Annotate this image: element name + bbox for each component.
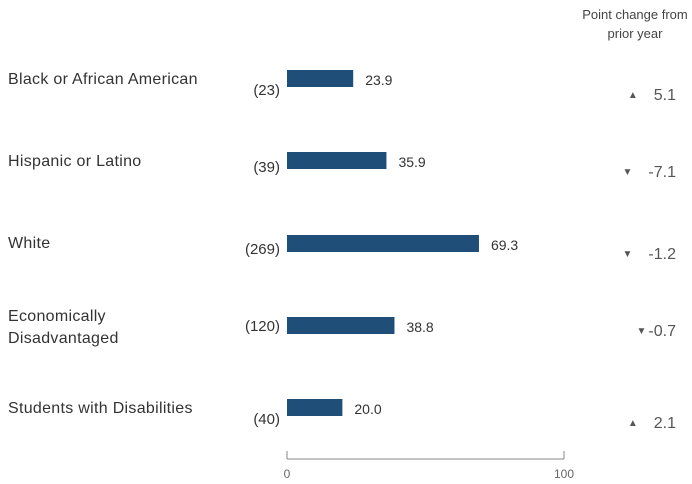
bar bbox=[287, 235, 479, 252]
count-label: (40) bbox=[253, 411, 280, 428]
count-label: (39) bbox=[253, 159, 280, 176]
count-label: (269) bbox=[244, 241, 280, 258]
point-change-header: Point change from prior year bbox=[582, 7, 688, 41]
category-label: Hispanic or Latino bbox=[8, 153, 142, 170]
category-label: Economically Disadvantaged bbox=[8, 308, 119, 347]
x-tick-label: 100 bbox=[553, 467, 575, 481]
count-label: (23) bbox=[253, 82, 280, 99]
triangle-down-icon: ▼ bbox=[636, 326, 647, 337]
bar bbox=[287, 152, 387, 169]
point-change-cell: ▼ -1.2 bbox=[586, 245, 676, 265]
bar bbox=[287, 317, 395, 334]
point-change-value: 2.1 bbox=[653, 415, 676, 432]
point-change-value: -7.1 bbox=[648, 164, 676, 181]
value-label: 20.0 bbox=[354, 401, 382, 417]
bar bbox=[287, 399, 343, 416]
point-change-value: -1.2 bbox=[648, 246, 676, 263]
point-change-cell: ▼ -0.7 bbox=[586, 322, 676, 342]
point-change-value: -0.7 bbox=[648, 323, 676, 340]
point-change-cell: ▲ 2.1 bbox=[586, 414, 676, 434]
triangle-down-icon: ▼ bbox=[622, 167, 633, 178]
value-label: 38.8 bbox=[406, 319, 434, 335]
count-label: (120) bbox=[244, 318, 280, 335]
value-label: 23.9 bbox=[365, 72, 393, 88]
x-tick-label: 0 bbox=[283, 467, 291, 481]
category-label: White bbox=[8, 235, 51, 252]
value-label: 69.3 bbox=[490, 237, 519, 253]
point-change-value: 5.1 bbox=[653, 87, 676, 104]
point-change-cell: ▼ -7.1 bbox=[586, 163, 676, 183]
category-label: Students with Disabilities bbox=[8, 400, 193, 417]
triangle-up-icon: ▲ bbox=[627, 90, 638, 101]
point-change-cell: ▲ 5.1 bbox=[586, 86, 676, 106]
triangle-up-icon: ▲ bbox=[627, 418, 638, 429]
value-label: 35.9 bbox=[398, 154, 426, 170]
bar bbox=[287, 70, 354, 87]
triangle-down-icon: ▼ bbox=[622, 249, 633, 260]
category-label: Black or African American bbox=[8, 71, 198, 88]
